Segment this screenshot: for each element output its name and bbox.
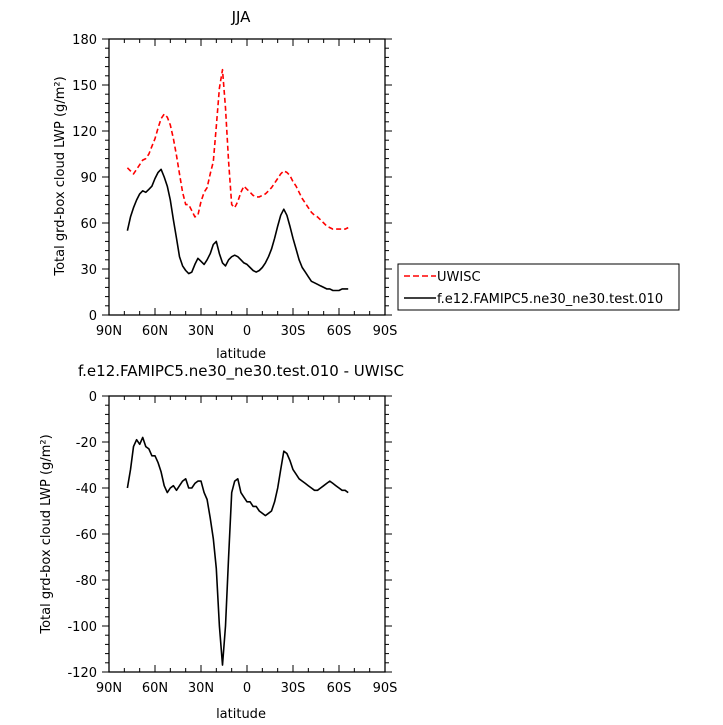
legend-label-model: f.e12.FAMIPC5.ne30_ne30.test.010 xyxy=(437,292,663,307)
series-line-1-0 xyxy=(126,436,349,666)
bottom-y-label: Total grd-box cloud LWP (g/m²) xyxy=(39,434,54,634)
x-tick-label: 90N xyxy=(96,324,122,339)
top-y-label: Total grd-box cloud LWP (g/m²) xyxy=(53,76,68,276)
series-line-0-1 xyxy=(126,168,349,292)
plot-frame xyxy=(108,395,386,673)
top-title: JJA xyxy=(231,8,252,26)
y-tick-label: -100 xyxy=(67,620,97,635)
y-tick-label: 60 xyxy=(80,217,97,232)
top-x-label: latitude xyxy=(216,347,266,362)
y-tick-label: 120 xyxy=(72,125,97,140)
top-panel: JJA 90N 60N 30N 0 30S 60S 90S0306090120150180 … xyxy=(53,8,397,362)
x-tick-label: 30N xyxy=(188,324,214,339)
x-tick-label: 60N xyxy=(142,681,168,696)
y-tick-label: -120 xyxy=(67,666,97,681)
y-tick-label: 0 xyxy=(89,309,97,324)
y-tick-label: -40 xyxy=(76,482,97,497)
y-tick-label: -20 xyxy=(76,436,97,451)
y-tick-label: 30 xyxy=(80,263,97,278)
x-tick-label: 60S xyxy=(327,324,352,339)
y-tick-label: 0 xyxy=(89,390,97,405)
series-line-0-0 xyxy=(126,68,349,230)
x-tick-label: 30N xyxy=(188,681,214,696)
y-tick-label: 180 xyxy=(72,33,97,48)
top-plot-area: 90N 60N 30N 0 30S 60S 90S 0 30 60 90 120 150 180 xyxy=(72,33,397,339)
x-tick-label: 0 xyxy=(243,324,251,339)
x-tick-label: 0 xyxy=(243,681,251,696)
legend-label-uwisc: UWISC xyxy=(437,270,481,285)
legend-box xyxy=(397,263,680,311)
x-tick-label: 30S xyxy=(281,324,306,339)
y-tick-label: 90 xyxy=(80,171,97,186)
x-tick-label: 90S xyxy=(373,324,398,339)
x-tick-label: 90S xyxy=(373,681,398,696)
legend: UWISC f.e12.FAMIPC5.ne30_ne30.test.010 xyxy=(397,263,680,311)
x-tick-label: 90N xyxy=(96,681,122,696)
x-tick-label: 60S xyxy=(327,681,352,696)
bottom-x-label: latitude xyxy=(216,707,266,722)
bottom-panel: f.e12.FAMIPC5.ne30_ne30.test.010 - UWISC… xyxy=(39,362,404,722)
y-tick-label: -80 xyxy=(76,574,97,589)
y-tick-label: 150 xyxy=(72,79,97,94)
x-tick-label: 60N xyxy=(142,324,168,339)
bottom-plot-area: 90N 60N 30N 0 30S 60S 90S -120 -100 -80 -60 -40 -20 0 xyxy=(67,390,397,696)
y-tick-label: -60 xyxy=(76,528,97,543)
bottom-title: f.e12.FAMIPC5.ne30_ne30.test.010 - UWISC xyxy=(78,362,404,381)
plot-frame xyxy=(108,38,386,316)
x-tick-label: 30S xyxy=(281,681,306,696)
